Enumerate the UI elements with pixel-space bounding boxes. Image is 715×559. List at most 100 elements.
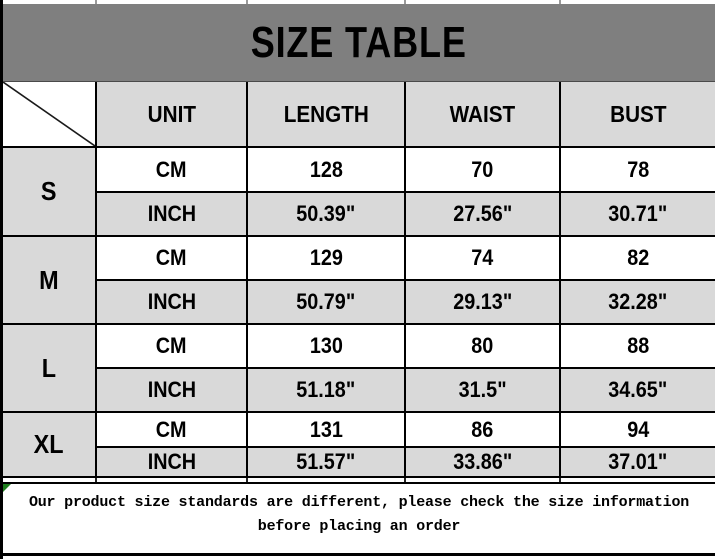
cell-unit: CM: [95, 148, 246, 191]
size-label-text: S: [41, 176, 57, 206]
gridline-stub: [559, 478, 561, 482]
size-block-s: S CM 128 70 78 INCH 50.39" 27.56" 30.71": [3, 148, 715, 237]
cell-waist: 31.5": [404, 369, 559, 411]
gridline-stub: [246, 478, 248, 482]
row-s-inch: INCH 50.39" 27.56" 30.71": [95, 193, 715, 235]
cell-unit: CM: [95, 237, 246, 279]
cell-value: 78: [626, 156, 650, 182]
size-label-xl: XL: [3, 413, 95, 476]
cell-value: 30.71": [608, 201, 668, 226]
cell-bust: 37.01": [559, 448, 715, 476]
note-box: Our product size standards are different…: [3, 482, 715, 556]
size-block-xl: XL CM 131 86 94 INCH 51.57" 33.86" 37.01…: [3, 413, 715, 478]
gridline-stub: [95, 0, 97, 4]
cell-value: CM: [156, 416, 187, 442]
gridline-stub: [404, 0, 406, 4]
cell-length: 51.18": [246, 369, 404, 411]
cell-waist: 27.56": [404, 193, 559, 235]
size-label-text: L: [41, 352, 57, 383]
cell-waist: 80: [404, 325, 559, 367]
cell-length: 50.39": [246, 193, 404, 235]
cell-corner-marker-icon: [3, 484, 11, 492]
size-label-m: M: [3, 237, 95, 323]
cell-value: INCH: [147, 449, 196, 474]
top-gridline-stubs: [3, 0, 715, 4]
cell-value: CM: [156, 156, 187, 182]
cell-bust: 34.65": [559, 369, 715, 411]
cell-bust: 94: [559, 413, 715, 446]
cell-waist: 74: [404, 237, 559, 279]
cell-value: 128: [309, 156, 343, 182]
cell-value: CM: [156, 245, 187, 270]
diagonal-corner-cell: [3, 82, 95, 146]
size-label-text: M: [39, 264, 59, 295]
row-l-inch: INCH 51.18" 31.5" 34.65": [95, 369, 715, 411]
column-header-waist: WAIST: [404, 82, 559, 146]
size-rows-l: CM 130 80 88 INCH 51.18" 31.5" 34.65": [95, 325, 715, 411]
cell-waist: 33.86": [404, 448, 559, 476]
size-label-l: L: [3, 325, 95, 411]
cell-value: 33.86": [453, 449, 512, 474]
column-header-bust: BUST: [559, 82, 715, 146]
title-band: SIZE TABLE: [3, 4, 715, 82]
cell-value: 29.13": [453, 289, 512, 314]
size-label-text: XL: [34, 429, 64, 459]
size-rows-m: CM 129 74 82 INCH 50.79" 29.13" 32.28": [95, 237, 715, 323]
cell-value: INCH: [147, 377, 196, 402]
cell-value: 34.65": [608, 377, 668, 402]
cell-value: 82: [626, 245, 650, 270]
note-line-1: Our product size standards are different…: [28, 494, 690, 511]
column-header-label: UNIT: [147, 100, 196, 127]
page-title: SIZE TABLE: [250, 17, 467, 67]
cell-value: 32.28": [608, 289, 668, 314]
note-line-2: before placing an order: [257, 518, 461, 535]
cell-waist: 70: [404, 148, 559, 191]
pre-note-gridline-stubs: [3, 478, 715, 482]
gridline-stub: [404, 478, 406, 482]
cell-length: 131: [246, 413, 404, 446]
cell-value: 94: [626, 416, 650, 442]
cell-waist: 86: [404, 413, 559, 446]
cell-value: 86: [471, 416, 494, 442]
cell-length: 50.79": [246, 281, 404, 323]
cell-value: INCH: [147, 201, 196, 226]
cell-unit: CM: [95, 413, 246, 446]
size-block-l: L CM 130 80 88 INCH 51.18" 31.5" 34.65": [3, 325, 715, 413]
row-m-inch: INCH 50.79" 29.13" 32.28": [95, 281, 715, 323]
cell-unit: CM: [95, 325, 246, 367]
cell-value: 37.01": [608, 449, 668, 474]
cell-length: 130: [246, 325, 404, 367]
cell-value: 80: [471, 333, 494, 358]
cell-bust: 82: [559, 237, 715, 279]
cell-value: 129: [309, 245, 343, 270]
row-xl-inch: INCH 51.57" 33.86" 37.01": [95, 448, 715, 476]
gridline-stub: [559, 0, 561, 4]
cell-value: 130: [309, 333, 343, 358]
cell-value: 74: [471, 245, 494, 270]
size-block-m: M CM 129 74 82 INCH 50.79" 29.13" 32.28": [3, 237, 715, 325]
column-header-label: LENGTH: [283, 100, 369, 127]
cell-value: 131: [309, 416, 343, 442]
cell-value: 51.57": [296, 449, 356, 474]
cell-value: 50.79": [296, 289, 356, 314]
gridline-stub: [246, 0, 248, 4]
cell-bust: 78: [559, 148, 715, 191]
cell-value: INCH: [147, 289, 196, 314]
cell-value: 88: [626, 333, 650, 358]
gridline-stub: [95, 478, 97, 482]
cell-unit: INCH: [95, 369, 246, 411]
cell-length: 129: [246, 237, 404, 279]
cell-length: 51.57": [246, 448, 404, 476]
row-xl-cm: CM 131 86 94: [95, 413, 715, 448]
diagonal-line-icon: [3, 82, 95, 146]
column-header-label: WAIST: [449, 100, 516, 127]
cell-value: 27.56": [453, 201, 512, 226]
cell-bust: 32.28": [559, 281, 715, 323]
header-row: UNIT LENGTH WAIST BUST: [3, 82, 715, 148]
cell-unit: INCH: [95, 193, 246, 235]
column-header-label: BUST: [609, 100, 667, 127]
cell-bust: 88: [559, 325, 715, 367]
cell-unit: INCH: [95, 448, 246, 476]
cell-length: 128: [246, 148, 404, 191]
